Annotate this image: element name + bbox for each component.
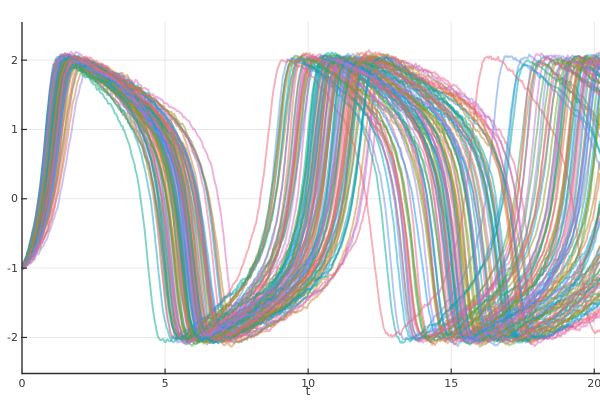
y-tick-label: 2 [11, 53, 18, 67]
x-tick-label: 5 [161, 377, 169, 390]
x-tick-label: 20 [587, 377, 600, 390]
x-tick-label: 10 [301, 377, 316, 390]
x-tick-label: 15 [444, 377, 459, 390]
x-axis-label: t [305, 384, 311, 398]
y-tick-label: -2 [7, 330, 18, 344]
y-tick-label: 1 [11, 122, 18, 136]
y-tick-label: -1 [7, 261, 18, 275]
x-tick-label: 0 [18, 377, 26, 390]
y-tick-label: 0 [11, 192, 18, 206]
